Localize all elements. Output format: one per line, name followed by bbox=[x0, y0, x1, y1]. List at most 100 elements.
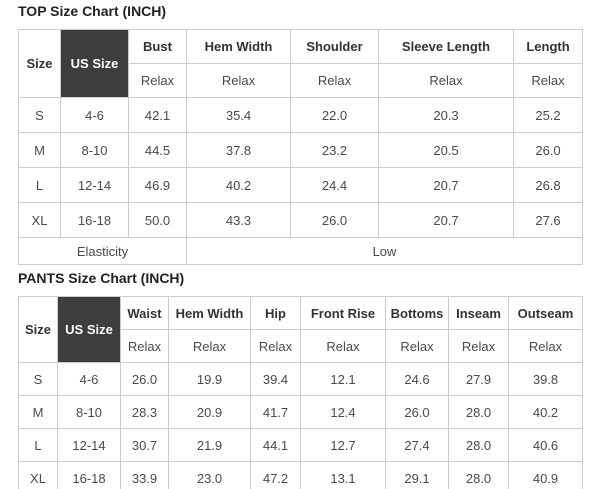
value-cell: 24.6 bbox=[385, 362, 449, 396]
value-cell: 13.1 bbox=[300, 461, 386, 489]
value-cell: 40.9 bbox=[508, 461, 583, 489]
value-cell: 22.0 bbox=[290, 97, 379, 133]
value-cell: 40.6 bbox=[508, 428, 583, 462]
fit-type-cell: Relax bbox=[385, 329, 449, 363]
fit-type-cell: Relax bbox=[378, 63, 514, 98]
value-cell: 28.0 bbox=[448, 428, 509, 462]
column-header-sleeve-length: Sleeve Length bbox=[378, 29, 514, 64]
size-cell: S bbox=[18, 362, 58, 396]
top-size-chart-section: TOP Size Chart (INCH) Size US Size Bust Hem… bbox=[18, 3, 600, 265]
fit-type-cell: Relax bbox=[300, 329, 386, 363]
table-row: L 12-14 46.9 40.2 24.4 20.7 26.8 bbox=[18, 167, 583, 203]
column-header-hem-width: Hem Width bbox=[168, 296, 251, 330]
size-chart-table: Size US Size Waist Hem Width Hip Front Rise Bo… bbox=[18, 296, 583, 489]
size-column-header: Size bbox=[18, 29, 61, 98]
value-cell: 20.7 bbox=[378, 202, 514, 238]
elasticity-value-cell: Low bbox=[186, 237, 583, 265]
value-cell: 26.0 bbox=[385, 395, 449, 429]
fit-type-cell: Relax bbox=[513, 63, 583, 98]
value-cell: 26.0 bbox=[290, 202, 379, 238]
size-cell: XL bbox=[18, 461, 58, 489]
table-row: S 4-6 42.1 35.4 22.0 20.3 25.2 bbox=[18, 97, 583, 133]
column-header-hem-width: Hem Width bbox=[186, 29, 291, 64]
size-chart-table: Size US Size Bust Hem Width Shoulder Sleeve L… bbox=[18, 29, 583, 265]
table-row: S 4-6 26.0 19.9 39.4 12.1 24.6 27.9 39.8 bbox=[18, 362, 583, 396]
elasticity-label-cell: Elasticity bbox=[18, 237, 187, 265]
fit-type-cell: Relax bbox=[186, 63, 291, 98]
size-column-header: Size bbox=[18, 296, 58, 363]
value-cell: 29.1 bbox=[385, 461, 449, 489]
fit-type-cell: Relax bbox=[250, 329, 301, 363]
value-cell: 40.2 bbox=[508, 395, 583, 429]
value-cell: 28.3 bbox=[120, 395, 169, 429]
us-size-cell: 4-6 bbox=[60, 97, 129, 133]
value-cell: 20.5 bbox=[378, 132, 514, 168]
value-cell: 12.1 bbox=[300, 362, 386, 396]
column-header-bottoms: Bottoms bbox=[385, 296, 449, 330]
pants-size-chart-section: PANTS Size Chart (INCH) Size US Size Waist… bbox=[18, 270, 600, 489]
us-size-cell: 8-10 bbox=[57, 395, 121, 429]
us-size-column-header: US Size bbox=[57, 296, 121, 363]
value-cell: 39.4 bbox=[250, 362, 301, 396]
top-size-chart-title: TOP Size Chart (INCH) bbox=[18, 3, 167, 19]
value-cell: 42.1 bbox=[128, 97, 187, 133]
column-header-waist: Waist bbox=[120, 296, 169, 330]
value-cell: 23.2 bbox=[290, 132, 379, 168]
top-size-chart-table-mount: Size US Size Bust Hem Width Shoulder Sleeve L… bbox=[18, 29, 600, 265]
fit-type-cell: Relax bbox=[168, 329, 251, 363]
pants-size-chart-title: PANTS Size Chart (INCH) bbox=[18, 270, 185, 286]
value-cell: 35.4 bbox=[186, 97, 291, 133]
value-cell: 12.7 bbox=[300, 428, 386, 462]
us-size-column-header: US Size bbox=[60, 29, 129, 98]
fit-type-cell: Relax bbox=[508, 329, 583, 363]
fit-type-cell: Relax bbox=[448, 329, 509, 363]
column-header-inseam: Inseam bbox=[448, 296, 509, 330]
size-cell: XL bbox=[18, 202, 61, 238]
value-cell: 25.2 bbox=[513, 97, 583, 133]
value-cell: 26.8 bbox=[513, 167, 583, 203]
value-cell: 44.1 bbox=[250, 428, 301, 462]
value-cell: 47.2 bbox=[250, 461, 301, 489]
value-cell: 19.9 bbox=[168, 362, 251, 396]
table-row: M 8-10 44.5 37.8 23.2 20.5 26.0 bbox=[18, 132, 583, 168]
value-cell: 33.9 bbox=[120, 461, 169, 489]
us-size-cell: 12-14 bbox=[60, 167, 129, 203]
value-cell: 27.6 bbox=[513, 202, 583, 238]
value-cell: 28.0 bbox=[448, 461, 509, 489]
size-cell: L bbox=[18, 167, 61, 203]
column-header-bust: Bust bbox=[128, 29, 187, 64]
us-size-cell: 4-6 bbox=[57, 362, 121, 396]
pants-size-chart-table-mount: Size US Size Waist Hem Width Hip Front Rise Bo… bbox=[18, 296, 600, 489]
value-cell: 26.0 bbox=[513, 132, 583, 168]
value-cell: 30.7 bbox=[120, 428, 169, 462]
column-header-outseam: Outseam bbox=[508, 296, 583, 330]
column-header-shoulder: Shoulder bbox=[290, 29, 379, 64]
value-cell: 43.3 bbox=[186, 202, 291, 238]
value-cell: 20.3 bbox=[378, 97, 514, 133]
size-cell: S bbox=[18, 97, 61, 133]
table-row: L 12-14 30.7 21.9 44.1 12.7 27.4 28.0 40.6 bbox=[18, 428, 583, 462]
column-header-hip: Hip bbox=[250, 296, 301, 330]
value-cell: 20.7 bbox=[378, 167, 514, 203]
size-cell: M bbox=[18, 395, 58, 429]
us-size-cell: 16-18 bbox=[60, 202, 129, 238]
value-cell: 37.8 bbox=[186, 132, 291, 168]
value-cell: 41.7 bbox=[250, 395, 301, 429]
value-cell: 27.9 bbox=[448, 362, 509, 396]
table-row: XL 16-18 33.9 23.0 47.2 13.1 29.1 28.0 40.9 bbox=[18, 461, 583, 489]
value-cell: 46.9 bbox=[128, 167, 187, 203]
value-cell: 28.0 bbox=[448, 395, 509, 429]
us-size-cell: 8-10 bbox=[60, 132, 129, 168]
fit-type-cell: Relax bbox=[290, 63, 379, 98]
column-header-front-rise: Front Rise bbox=[300, 296, 386, 330]
value-cell: 40.2 bbox=[186, 167, 291, 203]
value-cell: 44.5 bbox=[128, 132, 187, 168]
fit-type-cell: Relax bbox=[128, 63, 187, 98]
value-cell: 50.0 bbox=[128, 202, 187, 238]
size-cell: M bbox=[18, 132, 61, 168]
size-cell: L bbox=[18, 428, 58, 462]
us-size-cell: 12-14 bbox=[57, 428, 121, 462]
table-row: M 8-10 28.3 20.9 41.7 12.4 26.0 28.0 40.2 bbox=[18, 395, 583, 429]
value-cell: 12.4 bbox=[300, 395, 386, 429]
